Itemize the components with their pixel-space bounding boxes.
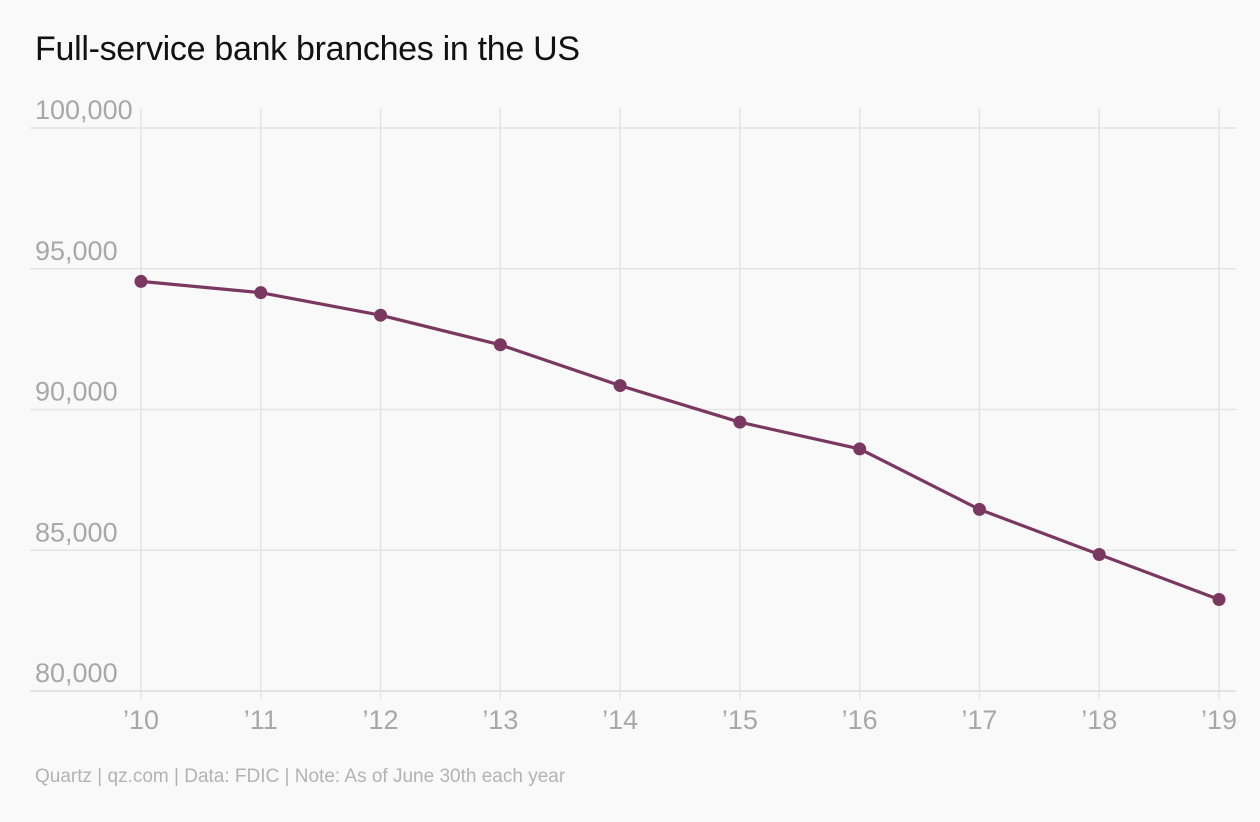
- x-axis-ticks: ’10 ’11 ’12 ’13 ’14 ’15 ’16 ’17 ’18 ’19: [123, 705, 1237, 735]
- data-point: [134, 274, 148, 288]
- x-tick-label: ’13: [482, 705, 518, 735]
- x-tick-label: ’12: [363, 705, 399, 735]
- data-point: [613, 379, 627, 393]
- source-note: Quartz | qz.com | Data: FDIC | Note: As …: [35, 766, 566, 787]
- data-point: [1212, 593, 1226, 607]
- data-point: [254, 286, 268, 300]
- data-point: [972, 502, 986, 516]
- x-tick-label: ’10: [123, 705, 159, 735]
- y-tick-label: 100,000: [35, 95, 133, 125]
- y-tick-label: 80,000: [35, 658, 118, 688]
- x-tick-label: ’11: [244, 705, 278, 735]
- y-tick-label: 85,000: [35, 517, 118, 547]
- grid-layer: [30, 108, 1236, 699]
- data-point: [1092, 547, 1106, 561]
- series-layer: [134, 274, 1226, 607]
- chart-title: Full-service bank branches in the US: [35, 30, 580, 68]
- y-tick-label: 90,000: [35, 377, 118, 407]
- series-line: [139, 279, 1221, 602]
- x-tick-label: ’15: [722, 705, 758, 735]
- data-point: [374, 308, 388, 322]
- x-tick-label: ’14: [602, 705, 638, 735]
- y-axis-ticks: 80,000 85,000 90,000 95,000 100,000: [35, 95, 133, 688]
- x-tick-label: ’19: [1201, 705, 1237, 735]
- data-point: [493, 338, 507, 352]
- x-tick-label: ’16: [842, 705, 878, 735]
- x-tick-label: ’18: [1081, 705, 1117, 735]
- data-point: [733, 415, 747, 429]
- x-tick-label: ’17: [961, 705, 997, 735]
- data-point: [853, 442, 867, 456]
- y-tick-label: 95,000: [35, 236, 118, 266]
